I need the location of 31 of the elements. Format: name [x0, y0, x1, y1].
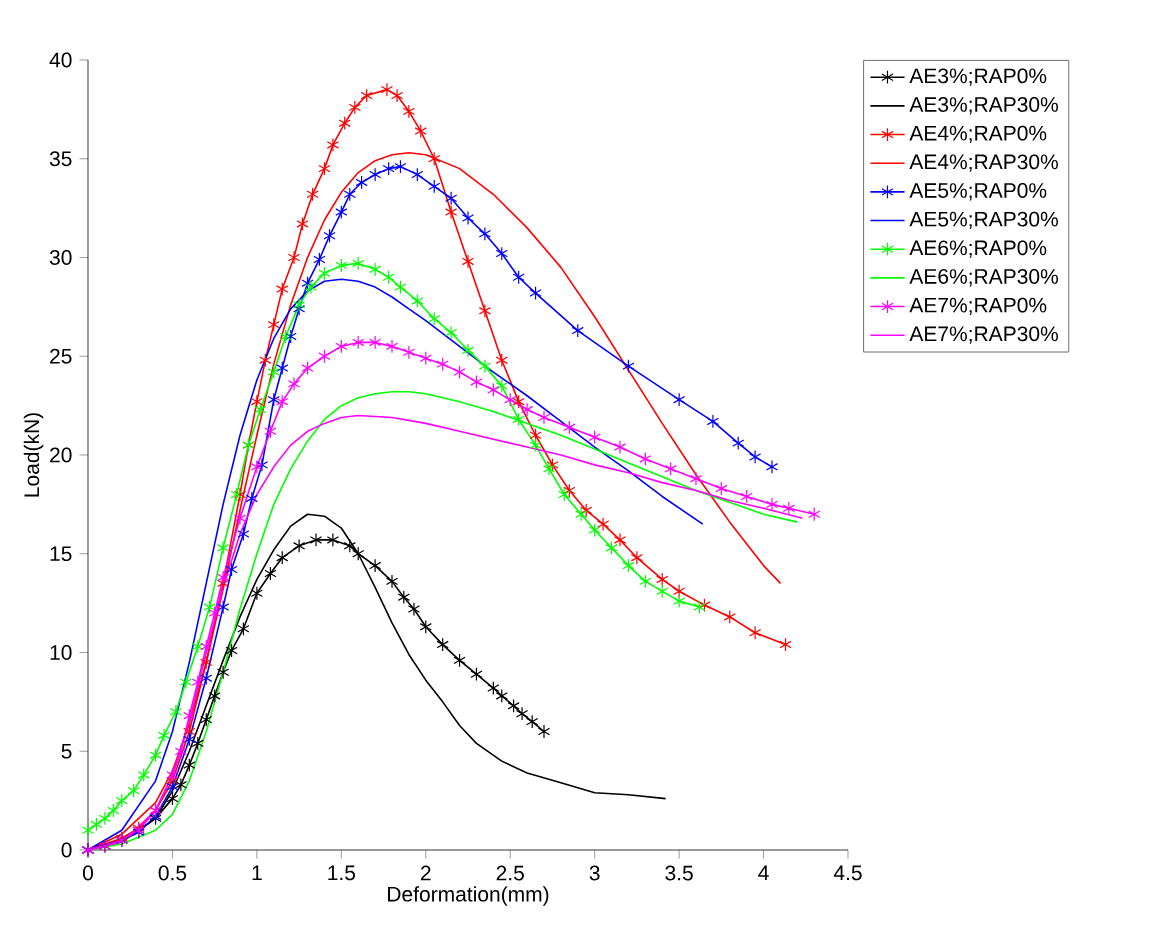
y-tick-label: 10: [50, 645, 72, 660]
legend-label: AE7%;RAP0%: [909, 297, 1047, 316]
x-tick-label: 0.5: [158, 865, 187, 881]
x-axis-title: Deformation(mm): [388, 886, 549, 906]
x-tick-label: 3: [589, 865, 600, 881]
x-tick-label: 4.5: [833, 865, 862, 881]
x-tick-label: 4: [758, 865, 769, 881]
legend-label: AE6%;RAP30%: [909, 269, 1058, 287]
x-tick-label: 1: [252, 865, 262, 881]
y-tick-label: 25: [50, 348, 72, 364]
legend-label: AE7%;RAP30%: [909, 326, 1058, 344]
x-tick-label: 2: [421, 865, 431, 881]
legend-label: AE4%;RAP0%: [909, 125, 1047, 144]
legend-label: AE3%;RAP30%: [909, 97, 1058, 115]
y-tick-label: 35: [49, 151, 72, 167]
x-tick-label: 1.5: [328, 865, 356, 881]
y-axis-title: Load(kN): [23, 413, 44, 497]
legend-label: AE4%;RAP30%: [909, 154, 1058, 172]
x-tick-label: 2.5: [496, 865, 524, 881]
y-tick-label: 40: [49, 52, 72, 68]
y-tick-label: 20: [50, 447, 72, 463]
y-tick-label: 5: [61, 743, 72, 759]
y-tick-label: 30: [49, 250, 72, 265]
x-tick-label: 3.5: [665, 865, 693, 881]
y-tick-label: 15: [50, 546, 72, 562]
legend-label: AE5%;RAP0%: [909, 183, 1047, 201]
legend-label: AE6%;RAP0%: [909, 240, 1047, 258]
legend-label: AE5%;RAP30%: [909, 211, 1058, 230]
y-tick-label: 0: [61, 842, 72, 858]
x-tick-label: 0: [82, 865, 94, 881]
legend-label: AE3%;RAP0%: [909, 68, 1047, 86]
